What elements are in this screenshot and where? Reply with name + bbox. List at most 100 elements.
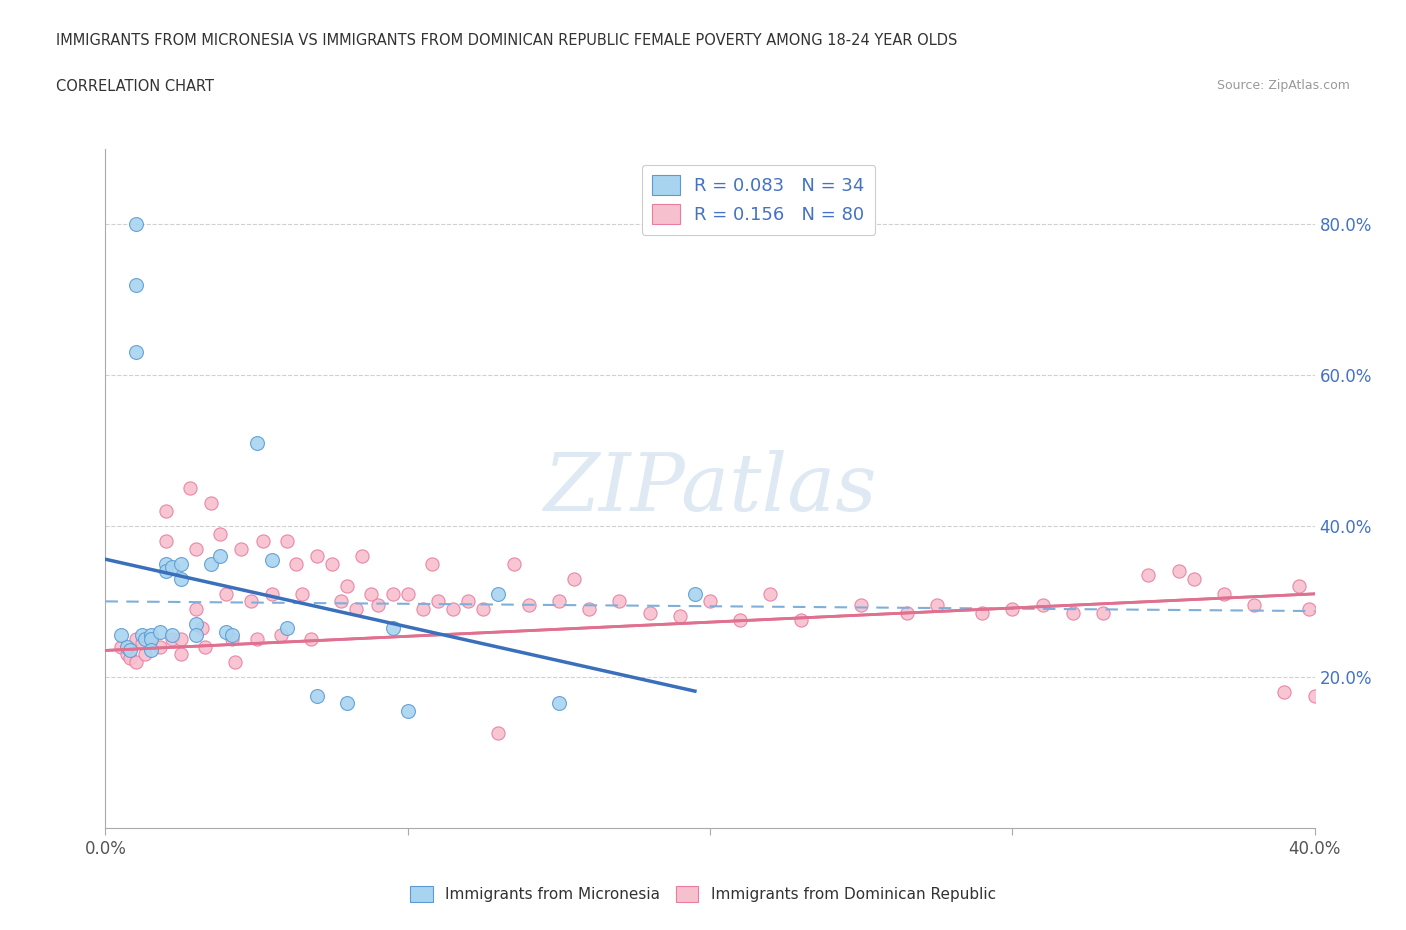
Point <box>200 556 222 571</box>
Point <box>276 620 298 635</box>
Point <box>194 639 217 654</box>
Point <box>170 571 193 586</box>
Point <box>170 556 193 571</box>
Point <box>352 549 374 564</box>
Point <box>155 556 177 571</box>
Point <box>179 481 201 496</box>
Point <box>118 651 141 666</box>
Point <box>970 605 993 620</box>
Point <box>396 587 419 602</box>
Text: Source: ZipAtlas.com: Source: ZipAtlas.com <box>1216 79 1350 92</box>
Point <box>125 631 148 646</box>
Point <box>239 594 262 609</box>
Text: ZIPatlas: ZIPatlas <box>543 449 877 527</box>
Point <box>925 598 948 613</box>
Point <box>125 345 148 360</box>
Point <box>396 703 419 718</box>
Point <box>1274 684 1296 699</box>
Point <box>134 631 156 646</box>
Point <box>131 635 153 650</box>
Point <box>381 587 404 602</box>
Point <box>638 605 661 620</box>
Point <box>1001 602 1024 617</box>
Point <box>284 556 307 571</box>
Point <box>252 534 274 549</box>
Point <box>110 639 132 654</box>
Point <box>1032 598 1054 613</box>
Point <box>548 696 571 711</box>
Point <box>1212 587 1236 602</box>
Point <box>139 631 162 646</box>
Point <box>699 594 721 609</box>
Point <box>683 587 706 602</box>
Point <box>149 624 172 639</box>
Point <box>609 594 631 609</box>
Legend: Immigrants from Micronesia, Immigrants from Dominican Republic: Immigrants from Micronesia, Immigrants f… <box>404 880 1002 909</box>
Point <box>1243 598 1265 613</box>
Point <box>131 628 153 643</box>
Point <box>224 655 246 670</box>
Point <box>139 643 162 658</box>
Point <box>186 617 208 631</box>
Text: IMMIGRANTS FROM MICRONESIA VS IMMIGRANTS FROM DOMINICAN REPUBLIC FEMALE POVERTY : IMMIGRANTS FROM MICRONESIA VS IMMIGRANTS… <box>56 33 957 47</box>
Point <box>191 620 214 635</box>
Point <box>427 594 450 609</box>
Point <box>118 643 141 658</box>
Point <box>160 631 183 646</box>
Point <box>246 435 269 450</box>
Point <box>209 526 232 541</box>
Point <box>759 587 782 602</box>
Point <box>170 631 193 646</box>
Point <box>1298 602 1320 617</box>
Point <box>502 556 524 571</box>
Point <box>221 631 243 646</box>
Point <box>160 628 183 643</box>
Point <box>246 631 269 646</box>
Point <box>209 549 232 564</box>
Point <box>548 594 571 609</box>
Point <box>1182 571 1205 586</box>
Point <box>321 556 343 571</box>
Text: CORRELATION CHART: CORRELATION CHART <box>56 79 214 94</box>
Point <box>517 598 540 613</box>
Point <box>730 613 752 628</box>
Point <box>270 628 292 643</box>
Point <box>260 552 283 567</box>
Point <box>1092 605 1115 620</box>
Point <box>790 613 813 628</box>
Point <box>125 217 148 232</box>
Point <box>155 503 177 518</box>
Point <box>488 726 510 741</box>
Point <box>441 602 464 617</box>
Point <box>186 602 208 617</box>
Point <box>562 571 585 586</box>
Point <box>186 628 208 643</box>
Point <box>457 594 479 609</box>
Point <box>472 602 495 617</box>
Point <box>669 609 692 624</box>
Point <box>336 696 359 711</box>
Point <box>1288 578 1310 593</box>
Point <box>896 605 918 620</box>
Point <box>381 620 404 635</box>
Point <box>299 631 322 646</box>
Point <box>115 639 138 654</box>
Point <box>276 534 298 549</box>
Point <box>260 587 283 602</box>
Point <box>215 624 238 639</box>
Point <box>578 602 600 617</box>
Point <box>412 602 434 617</box>
Point <box>1167 564 1189 578</box>
Point <box>134 646 156 661</box>
Point <box>336 578 359 593</box>
Point <box>160 560 183 575</box>
Point <box>307 549 329 564</box>
Point <box>420 556 443 571</box>
Point <box>366 598 388 613</box>
Point <box>155 564 177 578</box>
Point <box>125 277 148 292</box>
Point <box>488 587 510 602</box>
Point <box>1062 605 1084 620</box>
Legend: R = 0.083   N = 34, R = 0.156   N = 80: R = 0.083 N = 34, R = 0.156 N = 80 <box>641 165 875 235</box>
Point <box>155 534 177 549</box>
